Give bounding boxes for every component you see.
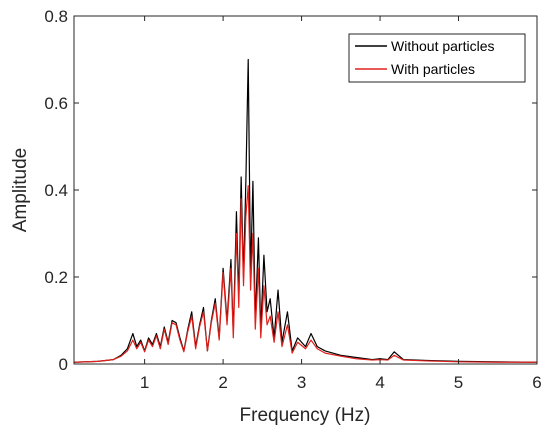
y-axis-title: Amplitude [10, 148, 31, 233]
y-tick-label: 0.4 [44, 181, 68, 200]
legend-box [348, 33, 526, 83]
x-axis-ticks: 1 2 3 4 5 6 [140, 16, 542, 392]
legend-label-with-particles: With particles [391, 61, 475, 77]
y-tick-label: 0.8 [44, 7, 68, 26]
x-tick-label: 1 [140, 373, 149, 392]
y-tick-label: 0 [59, 355, 68, 374]
x-tick-label: 4 [375, 373, 384, 392]
x-tick-label: 2 [218, 373, 227, 392]
legend: Without particles With particles [348, 33, 526, 83]
x-tick-label: 3 [297, 373, 306, 392]
y-axis-ticks: 0 0.2 0.4 0.6 0.8 [44, 7, 537, 374]
legend-label-without-particles: Without particles [391, 38, 494, 54]
x-tick-label: 5 [454, 373, 463, 392]
series-line-with-particles [73, 185, 537, 363]
series-layer [73, 58, 538, 363]
y-tick-label: 0.2 [44, 268, 68, 287]
x-axis-title: Frequency (Hz) [240, 405, 371, 426]
x-tick-label: 6 [532, 373, 541, 392]
y-tick-label: 0.6 [44, 94, 68, 113]
